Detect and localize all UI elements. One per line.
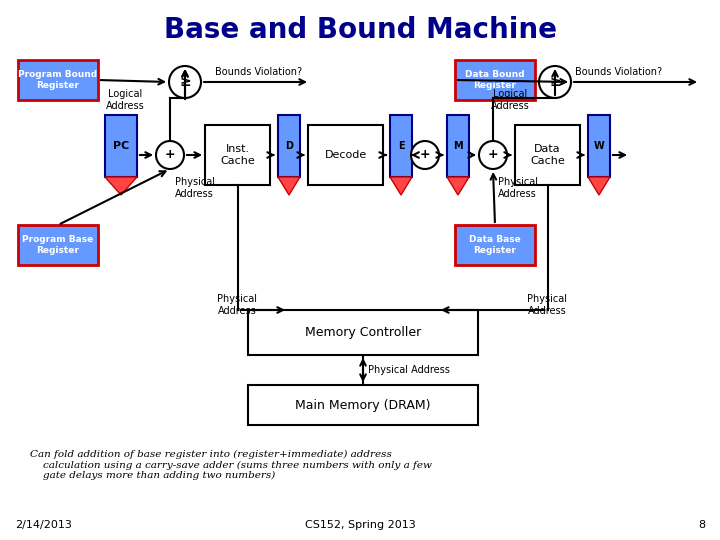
Text: E: E <box>397 141 405 151</box>
Text: Bounds Violation?: Bounds Violation? <box>575 67 662 77</box>
Polygon shape <box>588 177 610 195</box>
Text: Program Base
Register: Program Base Register <box>22 235 94 255</box>
Text: Logical
Address: Logical Address <box>106 89 145 111</box>
Bar <box>278 115 300 177</box>
FancyBboxPatch shape <box>455 225 535 265</box>
Text: M: M <box>453 141 463 151</box>
Text: Decode: Decode <box>325 150 366 160</box>
Circle shape <box>156 141 184 169</box>
Text: Can fold addition of base register into (register+immediate) address
    calcula: Can fold addition of base register into … <box>30 450 432 480</box>
FancyBboxPatch shape <box>18 225 98 265</box>
Text: ≥: ≥ <box>549 75 561 89</box>
Bar <box>390 115 412 177</box>
Circle shape <box>169 66 201 98</box>
Polygon shape <box>105 177 137 195</box>
FancyBboxPatch shape <box>455 60 535 100</box>
Text: Data Base
Register: Data Base Register <box>469 235 521 255</box>
Text: CS152, Spring 2013: CS152, Spring 2013 <box>305 520 415 530</box>
Text: Physical
Address: Physical Address <box>175 177 215 199</box>
Bar <box>588 115 610 177</box>
Circle shape <box>479 141 507 169</box>
Text: Base and Bound Machine: Base and Bound Machine <box>163 16 557 44</box>
Text: Data Bound
Register: Data Bound Register <box>465 70 525 90</box>
Text: Data
Cache: Data Cache <box>530 144 565 166</box>
Polygon shape <box>447 177 469 195</box>
Text: Physical
Address: Physical Address <box>498 177 538 199</box>
FancyBboxPatch shape <box>515 125 580 185</box>
Text: 8: 8 <box>698 520 705 530</box>
FancyBboxPatch shape <box>18 60 98 100</box>
Text: +: + <box>165 148 175 161</box>
Text: Physical Address: Physical Address <box>368 365 450 375</box>
Text: D: D <box>285 141 293 151</box>
Text: Logical
Address: Logical Address <box>490 89 529 111</box>
Text: +: + <box>420 148 431 161</box>
Bar <box>105 115 137 177</box>
Text: Bounds Violation?: Bounds Violation? <box>215 67 302 77</box>
Circle shape <box>411 141 439 169</box>
FancyBboxPatch shape <box>248 310 478 355</box>
Text: Main Memory (DRAM): Main Memory (DRAM) <box>295 399 431 411</box>
Polygon shape <box>278 177 300 195</box>
Circle shape <box>539 66 571 98</box>
Text: Physical
Address: Physical Address <box>528 294 567 316</box>
Text: Program Bound
Register: Program Bound Register <box>19 70 98 90</box>
Text: Physical
Address: Physical Address <box>217 294 258 316</box>
FancyBboxPatch shape <box>248 385 478 425</box>
Text: ≥: ≥ <box>179 75 191 89</box>
Polygon shape <box>390 177 412 195</box>
FancyBboxPatch shape <box>205 125 270 185</box>
Text: 2/14/2013: 2/14/2013 <box>15 520 72 530</box>
Text: Memory Controller: Memory Controller <box>305 326 421 339</box>
Bar <box>447 115 469 177</box>
Text: Inst.
Cache: Inst. Cache <box>220 144 255 166</box>
Text: PC: PC <box>113 141 129 151</box>
FancyBboxPatch shape <box>308 125 383 185</box>
Text: +: + <box>487 148 498 161</box>
Text: W: W <box>593 141 604 151</box>
